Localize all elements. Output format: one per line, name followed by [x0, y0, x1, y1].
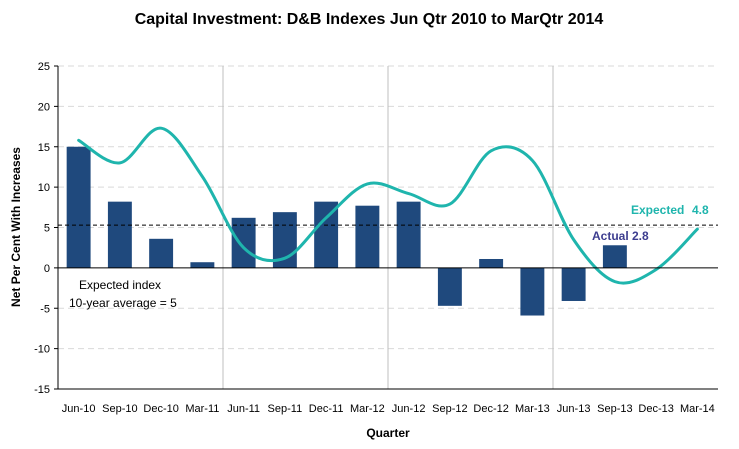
x-tick-label: Sep-10	[102, 403, 137, 415]
x-tick-label: Mar-11	[185, 403, 219, 415]
x-tick-label: Sep-12	[432, 403, 467, 415]
y-tick-label: -5	[40, 303, 50, 315]
x-tick-label: Mar-14	[680, 403, 715, 415]
annotation-average: Expected index 10-year average = 5	[69, 278, 177, 310]
bar-series-actual	[66, 146, 627, 316]
bar-jun-12	[396, 201, 421, 268]
annotation-expected: Expected 4.8	[631, 203, 709, 217]
bar-mar-13	[520, 267, 545, 316]
x-tick-label: Jun-13	[557, 403, 591, 415]
x-tick-labels: Jun-10 Sep-10 Dec-10 Mar-11 Jun-11 Sep-11 Dec-…	[62, 403, 715, 415]
bar-mar-12	[355, 205, 380, 268]
x-tick-label: Dec-12	[473, 403, 508, 415]
line-series-expected	[77, 126, 699, 285]
y-tick-label: 10	[38, 182, 50, 194]
y-tick-label: 0	[44, 263, 50, 275]
bar-sep-12	[437, 267, 462, 306]
y-tick-label: 20	[38, 101, 50, 113]
bar-sep-10	[107, 201, 132, 268]
x-tick-label: Dec-13	[638, 403, 673, 415]
bar-jun-13	[561, 267, 586, 301]
x-tick-label: Mar-12	[350, 403, 385, 415]
x-tick-label: Jun-12	[392, 403, 426, 415]
annotation-actual: Actual 2.8	[592, 229, 649, 243]
axes	[54, 65, 718, 390]
bar-dec-10	[149, 238, 174, 268]
bar-jun-11	[231, 217, 256, 268]
x-tick-label: Sep-11	[268, 403, 303, 415]
x-tick-label: Jun-11	[227, 403, 260, 415]
bar-dec-12	[479, 258, 504, 268]
annotation-expected-value: 4.8	[692, 203, 709, 217]
y-axis-label: Net Per Cent With Increases	[9, 147, 23, 307]
x-tick-label: Dec-10	[143, 403, 178, 415]
x-tick-label: Sep-13	[597, 403, 632, 415]
bar-sep-13	[602, 245, 627, 268]
x-tick-label: Dec-11	[309, 403, 344, 415]
expected-line	[77, 126, 699, 285]
x-axis-label: Quarter	[366, 426, 410, 440]
annotation-average-line1: Expected index	[79, 278, 161, 292]
annotation-actual-label: Actual	[592, 229, 629, 243]
vertical-gridlines	[222, 66, 554, 389]
y-tick-label: 15	[38, 142, 50, 154]
x-tick-label: Jun-10	[62, 403, 96, 415]
y-tick-label: -10	[34, 344, 50, 356]
annotation-expected-label: Expected	[631, 203, 684, 217]
x-tick-label: Mar-13	[515, 403, 550, 415]
annotation-actual-value: 2.8	[632, 229, 649, 243]
y-tick-label: -15	[34, 384, 50, 396]
bar-jun-10	[66, 146, 91, 268]
bar-dec-11	[314, 201, 339, 268]
y-tick-label: 25	[38, 61, 50, 73]
chart-title: Capital Investment: D&B Indexes Jun Qtr …	[135, 11, 604, 28]
y-tick-labels: 25 20 15 10 5 0 -5 -10 -15	[34, 61, 50, 396]
y-tick-label: 5	[44, 223, 50, 235]
bar-mar-11	[190, 262, 215, 268]
annotation-average-line2: 10-year average = 5	[69, 296, 177, 310]
